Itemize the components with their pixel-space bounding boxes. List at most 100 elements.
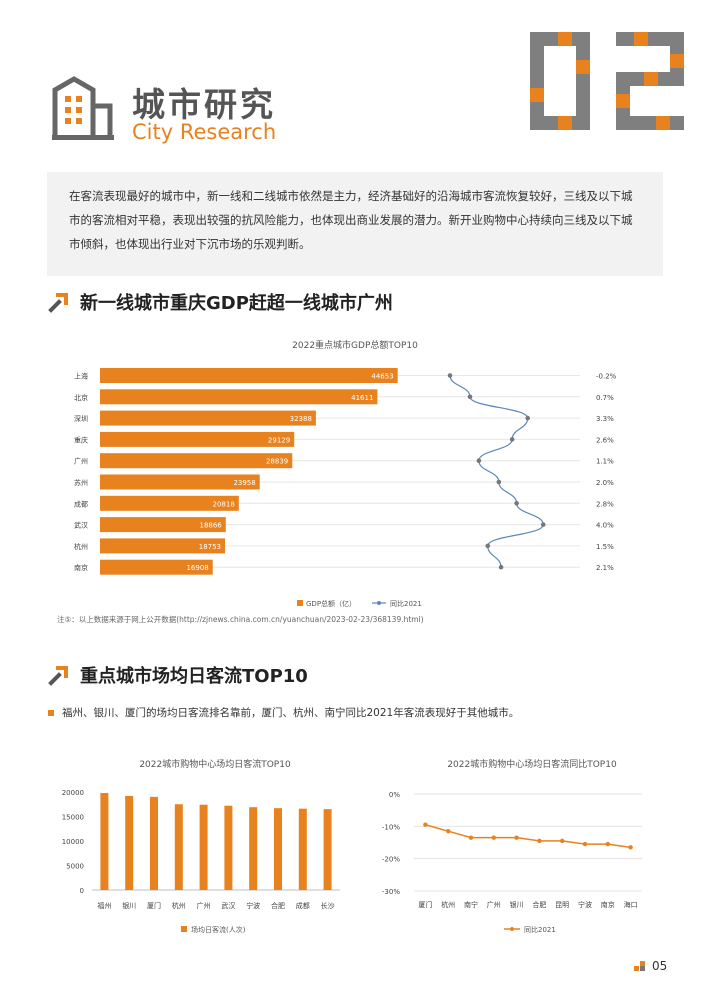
legend-swatch-point [510, 927, 514, 931]
category-label: 北京 [74, 393, 88, 402]
arrow-icon [48, 293, 68, 313]
growth-point [476, 458, 482, 463]
growth-point [485, 543, 491, 549]
y-tick-label: -30% [382, 888, 400, 896]
y-tick-label: 10000 [62, 838, 84, 846]
series-point [628, 845, 633, 850]
page-mark-icon [634, 961, 645, 971]
category-label: 深圳 [74, 414, 88, 423]
bar [249, 807, 258, 890]
growth-chart: 2022城市购物中心场均日客流同比TOP10 0% -10% -20% -30% 厦门 杭州… [382, 758, 642, 934]
category-label: 武汉 [74, 521, 88, 530]
bar-value-label: 18753 [199, 543, 221, 551]
x-tick-label: 杭州 [441, 900, 455, 909]
chart-title: 2022城市购物中心场均日客流TOP10 [139, 758, 291, 770]
series-point [582, 841, 588, 847]
bar [100, 538, 226, 554]
x-tick-label: 南京 [601, 900, 615, 909]
growth-point [525, 415, 530, 421]
category-label: 成都 [74, 499, 88, 508]
bar [100, 410, 316, 426]
section-2-title: 重点城市场均日客流TOP10 [48, 662, 308, 688]
x-tick-label: 宁波 [578, 900, 592, 909]
series-point [605, 841, 610, 847]
bar [100, 517, 226, 533]
bar [100, 431, 295, 447]
series-point [537, 838, 542, 844]
growth-label: 3.3% [596, 415, 614, 423]
x-tick-label: 杭州 [172, 901, 186, 910]
x-tick-label: 武汉 [221, 901, 235, 910]
growth-point [514, 501, 519, 506]
growth-label: 0.7% [596, 394, 614, 402]
series-point [423, 822, 428, 827]
x-tick-label: 广州 [197, 901, 211, 910]
growth-line [449, 375, 544, 568]
x-tick-label: 厦门 [147, 901, 161, 910]
y-tick-label: 0% [389, 791, 400, 799]
x-tick-label: 海口 [624, 900, 638, 909]
growth-label: 1.1% [596, 458, 614, 466]
building-icon [52, 76, 114, 140]
traffic-chart: 2022城市购物中心场均日客流TOP10 0 5000 10000 15000 20000… [62, 758, 340, 934]
bar [100, 389, 378, 405]
growth-label: 2.0% [596, 479, 614, 487]
section-2-title-text: 重点城市场均日客流TOP10 [80, 666, 308, 687]
bar [298, 808, 307, 890]
bar [100, 792, 109, 890]
bar-value-label: 41611 [351, 394, 373, 402]
series-point [560, 838, 565, 844]
growth-point [509, 437, 515, 442]
series-point [491, 835, 496, 840]
page-subtitle: City Research [132, 120, 277, 144]
x-tick-label: 银川 [510, 900, 524, 909]
growth-point [498, 564, 504, 570]
bar [100, 559, 213, 575]
x-tick-label: 福州 [97, 901, 111, 910]
bar [100, 495, 239, 511]
x-tick-label: 广州 [487, 900, 501, 909]
page-number: 05 [634, 959, 667, 973]
bar-value-label: 23958 [233, 479, 255, 487]
growth-label: 1.5% [596, 543, 614, 551]
x-tick-label: 长沙 [321, 901, 335, 910]
series-point [514, 835, 519, 840]
category-label: 重庆 [74, 435, 88, 444]
legend-label: 场均日客流(人次) [191, 925, 246, 934]
growth-label: -0.2% [596, 373, 617, 381]
bar [100, 368, 398, 383]
legend-swatch-point [377, 601, 381, 605]
bullet-line: 福州、银川、厦门的场均日客流排名靠前，厦门、杭州、南宁同比2021年客流表现好于… [48, 705, 519, 720]
bar [174, 804, 183, 890]
bar-value-label: 29129 [268, 436, 290, 444]
growth-label: 2.6% [596, 436, 614, 444]
category-label: 上海 [74, 372, 88, 381]
bullet-text: 福州、银川、厦门的场均日客流排名靠前，厦门、杭州、南宁同比2021年客流表现好于… [62, 707, 520, 719]
bar [274, 808, 282, 890]
intro-paragraph: 在客流表现最好的城市中，新一线和二线城市依然是主力，经济基础好的沿海城市客流恢复… [47, 172, 663, 276]
category-label: 苏州 [74, 478, 88, 487]
page-title: 城市研究 [132, 85, 276, 124]
bar-value-label: 28839 [266, 458, 288, 466]
bullet-square-icon [48, 709, 54, 716]
category-label: 广州 [74, 457, 88, 466]
bar-value-label: 32388 [290, 415, 312, 423]
legend-label-line: 同比2021 [390, 599, 422, 608]
growth-point [447, 373, 453, 378]
bar [323, 809, 332, 890]
y-tick-label: 15000 [62, 814, 84, 822]
series-line [425, 823, 631, 849]
chart-title: 2022重点城市GDP总额TOP10 [292, 339, 418, 351]
bar-value-label: 44653 [371, 373, 393, 381]
x-tick-label: 厦门 [418, 900, 432, 909]
x-tick-label: 成都 [296, 901, 310, 910]
bar-value-label: 16908 [186, 564, 208, 572]
x-tick-label: 合肥 [532, 900, 546, 909]
y-tick-label: -20% [382, 856, 400, 864]
category-label: 杭州 [74, 542, 88, 551]
x-tick-label: 宁波 [246, 901, 260, 910]
source-note: 注⑤：以上数据来源于网上公开数据(http://zjnews.china.com… [57, 615, 424, 624]
legend-label: 同比2021 [524, 925, 556, 934]
bar [100, 474, 260, 490]
y-tick-label: -10% [382, 823, 400, 831]
